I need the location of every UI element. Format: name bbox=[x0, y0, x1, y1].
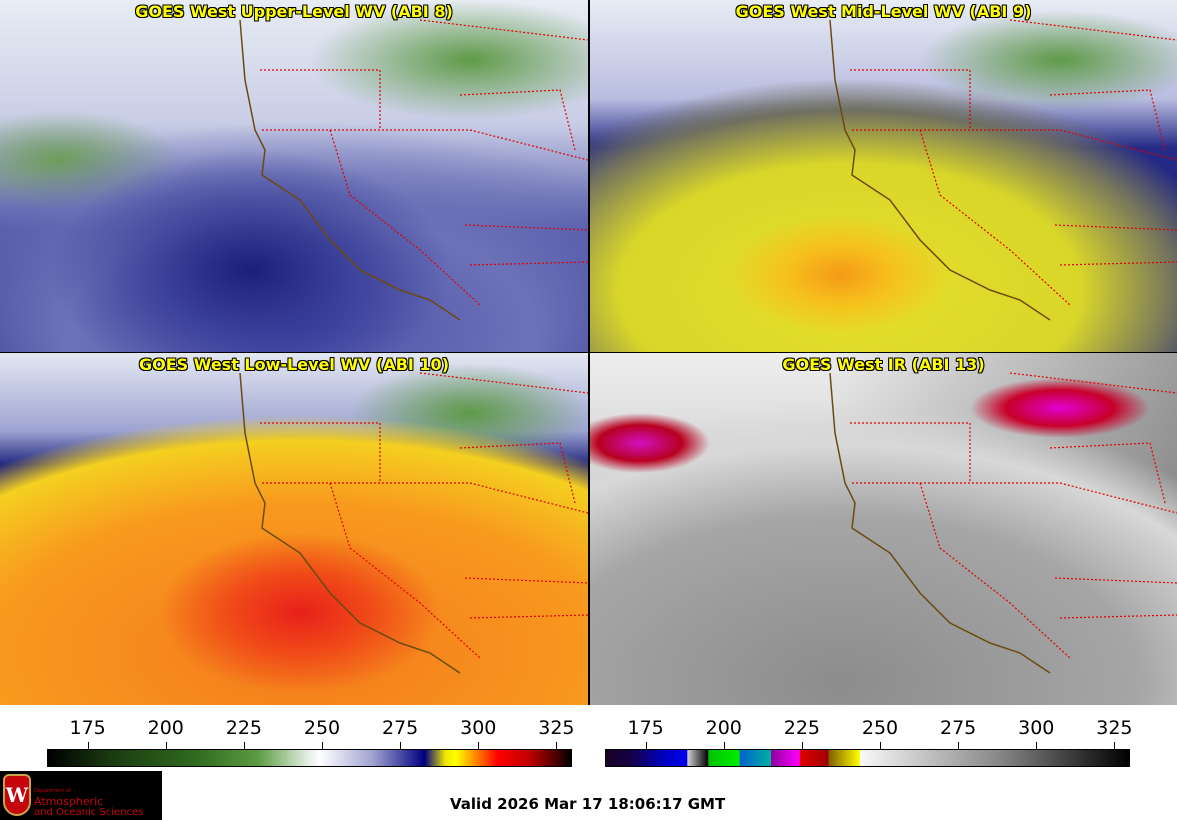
map-boundaries bbox=[829, 19, 1177, 321]
colorbar-tick bbox=[478, 742, 480, 749]
colorbar-tick-label: 225 bbox=[783, 717, 820, 739]
colorbar-tick bbox=[87, 742, 89, 749]
upper-level-wv-panel: GOES West Upper-Level WV (ABI 8) bbox=[0, 0, 588, 352]
colorbar-tick bbox=[165, 742, 167, 749]
mid-level-wv-panel: GOES West Mid-Level WV (ABI 9) bbox=[590, 0, 1177, 352]
infrared-colorbar bbox=[605, 749, 1130, 767]
colorbar-tick bbox=[880, 742, 881, 749]
panel-title: GOES West Upper-Level WV (ABI 8) bbox=[135, 2, 453, 21]
map-boundaries bbox=[239, 372, 588, 674]
colorbar-tick-label: 250 bbox=[861, 717, 899, 739]
logo-line3: and Oceanic Sciences bbox=[34, 807, 144, 818]
valid-time: Valid 2026 Mar 17 18:06:17 GMT bbox=[450, 795, 726, 813]
uw-crest-icon: W bbox=[3, 774, 31, 816]
colorbar-tick bbox=[1036, 742, 1038, 749]
colorbar-tick bbox=[243, 742, 245, 749]
map-boundaries bbox=[239, 19, 588, 321]
colorbar-tick bbox=[645, 742, 647, 749]
colorbar-tick-label: 275 bbox=[939, 717, 977, 739]
colorbar-tick bbox=[958, 742, 960, 749]
colorbar-tick bbox=[400, 742, 402, 749]
logo-line2: Atmospheric bbox=[34, 795, 104, 808]
panel-title: GOES West Low-Level WV (ABI 10) bbox=[138, 355, 449, 374]
colorbar-tick-label: 200 bbox=[147, 717, 184, 739]
colorbar-tick bbox=[1114, 742, 1116, 749]
colorbar-tick bbox=[322, 742, 323, 749]
infrared-panel: GOES West IR (ABI 13) bbox=[590, 353, 1177, 705]
colorbar-tick bbox=[556, 742, 558, 749]
colorbar-tick-label: 200 bbox=[705, 717, 742, 739]
colorbar-tick bbox=[801, 742, 803, 749]
water-vapor-colorbar bbox=[47, 749, 572, 767]
panel-divider-horizontal bbox=[0, 352, 1177, 353]
colorbar-tick-label: 300 bbox=[1018, 717, 1055, 739]
colorbar-tick-label: 325 bbox=[538, 717, 575, 739]
aos-logo: W Department of Atmospheric and Oceanic … bbox=[0, 771, 162, 820]
colorbar-tick-label: 225 bbox=[225, 717, 262, 739]
panel-title: GOES West Mid-Level WV (ABI 9) bbox=[735, 2, 1032, 21]
colorbar-tick-label: 275 bbox=[381, 717, 419, 739]
logo-line1: Department of bbox=[34, 788, 71, 794]
low-level-wv-panel: GOES West Low-Level WV (ABI 10) bbox=[0, 353, 588, 705]
colorbar-tick-label: 325 bbox=[1096, 717, 1133, 739]
map-boundaries bbox=[829, 372, 1177, 674]
colorbar-tick bbox=[723, 742, 725, 749]
colorbar-tick-label: 175 bbox=[69, 717, 106, 739]
colorbar-tick-label: 250 bbox=[303, 717, 341, 739]
colorbar-tick-label: 300 bbox=[460, 717, 497, 739]
panel-title: GOES West IR (ABI 13) bbox=[782, 355, 985, 374]
colorbar-tick-label: 175 bbox=[627, 717, 664, 739]
